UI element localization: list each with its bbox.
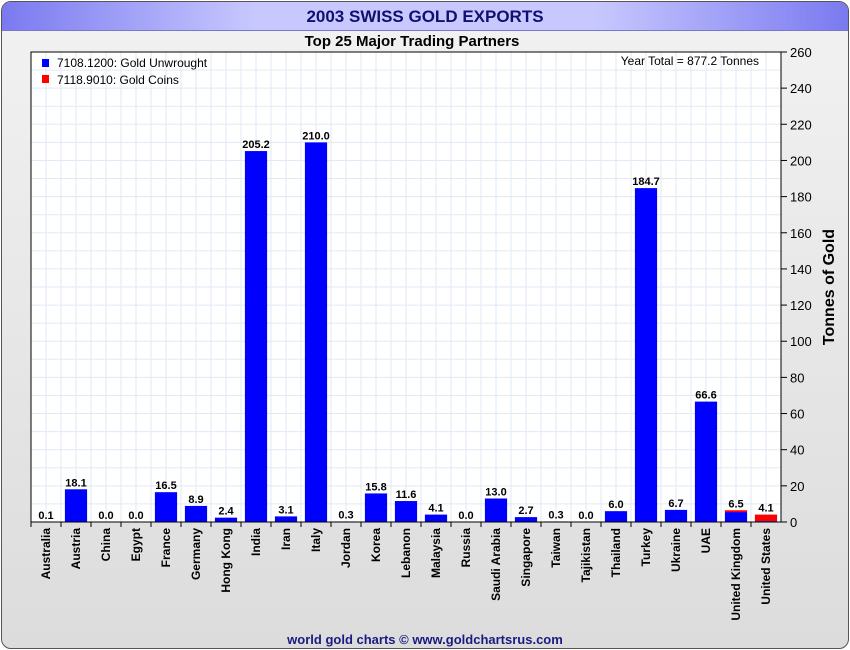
data-label: 16.5 (155, 480, 176, 492)
x-tick-label: United Kingdom (729, 528, 743, 621)
x-tick-label: France (159, 528, 173, 568)
x-tick-label: Russia (459, 528, 473, 568)
data-label: 15.8 (365, 481, 386, 493)
data-label: 0.0 (128, 510, 143, 522)
data-label: 11.6 (396, 489, 417, 501)
y-tick-label: 0 (790, 515, 797, 530)
legend-label-unwrought: 7108.1200: Gold Unwrought (57, 56, 208, 70)
x-tick-label: UAE (699, 528, 713, 553)
bar-unwrought (274, 516, 298, 522)
x-tick-label: Jordan (339, 528, 353, 568)
bar-unwrought (514, 517, 538, 522)
x-tick-label: Australia (39, 528, 53, 580)
chart-subtitle: Top 25 Major Trading Partners (304, 33, 520, 50)
bar-unwrought (304, 142, 328, 522)
bar-unwrought (694, 401, 718, 522)
y-tick-label: 240 (790, 81, 812, 96)
y-tick-label: 100 (790, 334, 812, 349)
footer-credit: world gold charts © www.goldchartsrus.co… (287, 632, 563, 647)
legend-swatch-unwrought (42, 59, 49, 67)
data-label: 0.0 (98, 510, 113, 522)
x-tick-label: Iran (279, 528, 293, 550)
bar-coins (724, 510, 748, 513)
data-label: 2.4 (218, 506, 234, 518)
bar-unwrought (664, 509, 688, 522)
x-tick-label: China (99, 528, 113, 562)
bar-unwrought (424, 514, 448, 522)
data-label: 210.0 (302, 130, 330, 142)
bar-unwrought (634, 188, 658, 522)
x-tick-label: Tajikistan (579, 528, 593, 582)
y-tick-label: 160 (790, 226, 812, 241)
x-tick-label: Ukraine (669, 528, 683, 572)
x-tick-label: Malaysia (429, 528, 443, 578)
data-label: 6.5 (728, 498, 743, 510)
data-label: 66.6 (695, 390, 716, 402)
y-tick-label: 220 (790, 117, 812, 132)
data-label: 0.3 (338, 509, 353, 521)
x-tick-label: Hong Kong (219, 528, 233, 593)
data-label: 6.7 (668, 498, 683, 510)
bar-unwrought (244, 151, 268, 523)
y-tick-label: 40 (790, 443, 804, 458)
data-label: 0.0 (578, 510, 593, 522)
y-tick-label: 140 (790, 262, 812, 277)
bar-unwrought (484, 498, 508, 522)
data-label: 18.1 (65, 477, 86, 489)
x-tick-label: United States (759, 528, 773, 605)
data-label: 184.7 (632, 176, 660, 188)
y-tick-label: 60 (790, 407, 804, 422)
plot-border (30, 51, 782, 523)
data-label: 205.2 (242, 139, 270, 151)
x-tick-label: Taiwan (549, 528, 563, 568)
data-label: 0.0 (458, 510, 473, 522)
x-tick-label: Austria (69, 528, 83, 570)
bar-unwrought (64, 489, 88, 522)
y-tick-label: 200 (790, 153, 812, 168)
data-label: 2.7 (518, 505, 533, 517)
y-tick-label: 120 (790, 298, 812, 313)
data-label: 4.1 (428, 503, 443, 515)
data-label: 4.1 (758, 503, 773, 515)
x-tick-label: Lebanon (399, 528, 413, 578)
y-tick-label: 80 (790, 370, 804, 385)
bar-unwrought (604, 511, 628, 522)
x-tick-label: India (249, 528, 263, 556)
bar-unwrought (214, 517, 238, 522)
data-label: 3.1 (278, 504, 293, 516)
x-tick-label: Germany (189, 528, 203, 580)
data-label: 6.0 (608, 499, 623, 511)
bar-unwrought (184, 505, 208, 522)
x-tick-label: Turkey (639, 528, 653, 567)
bar-coins (754, 514, 778, 522)
bar-unwrought (154, 492, 178, 522)
data-label: 0.1 (38, 510, 53, 522)
y-tick-label: 20 (790, 479, 804, 494)
bar-unwrought (394, 501, 418, 522)
data-label: 0.3 (548, 509, 563, 521)
x-tick-label: Singapore (519, 528, 533, 587)
bar-unwrought (724, 512, 748, 522)
data-label: 13.0 (485, 487, 506, 499)
legend-label-coins: 7118.9010: Gold Coins (57, 73, 179, 87)
y-tick-label: 260 (790, 45, 812, 60)
legend-swatch-coins (42, 75, 49, 83)
x-tick-label: Korea (369, 528, 383, 562)
x-tick-label: Thailand (609, 528, 623, 577)
y-axis-label: Tonnes of Gold (821, 229, 838, 345)
bar-unwrought (364, 493, 388, 522)
year-total-annotation: Year Total = 877.2 Tonnes (621, 54, 759, 68)
x-tick-label: Egypt (129, 528, 143, 561)
x-tick-label: Saudi Arabia (489, 528, 503, 601)
x-tick-label: Italy (309, 528, 323, 552)
chart-header: 2003 SWISS GOLD EXPORTS (2, 2, 848, 31)
y-tick-label: 180 (790, 190, 812, 205)
data-label: 8.9 (188, 494, 203, 506)
